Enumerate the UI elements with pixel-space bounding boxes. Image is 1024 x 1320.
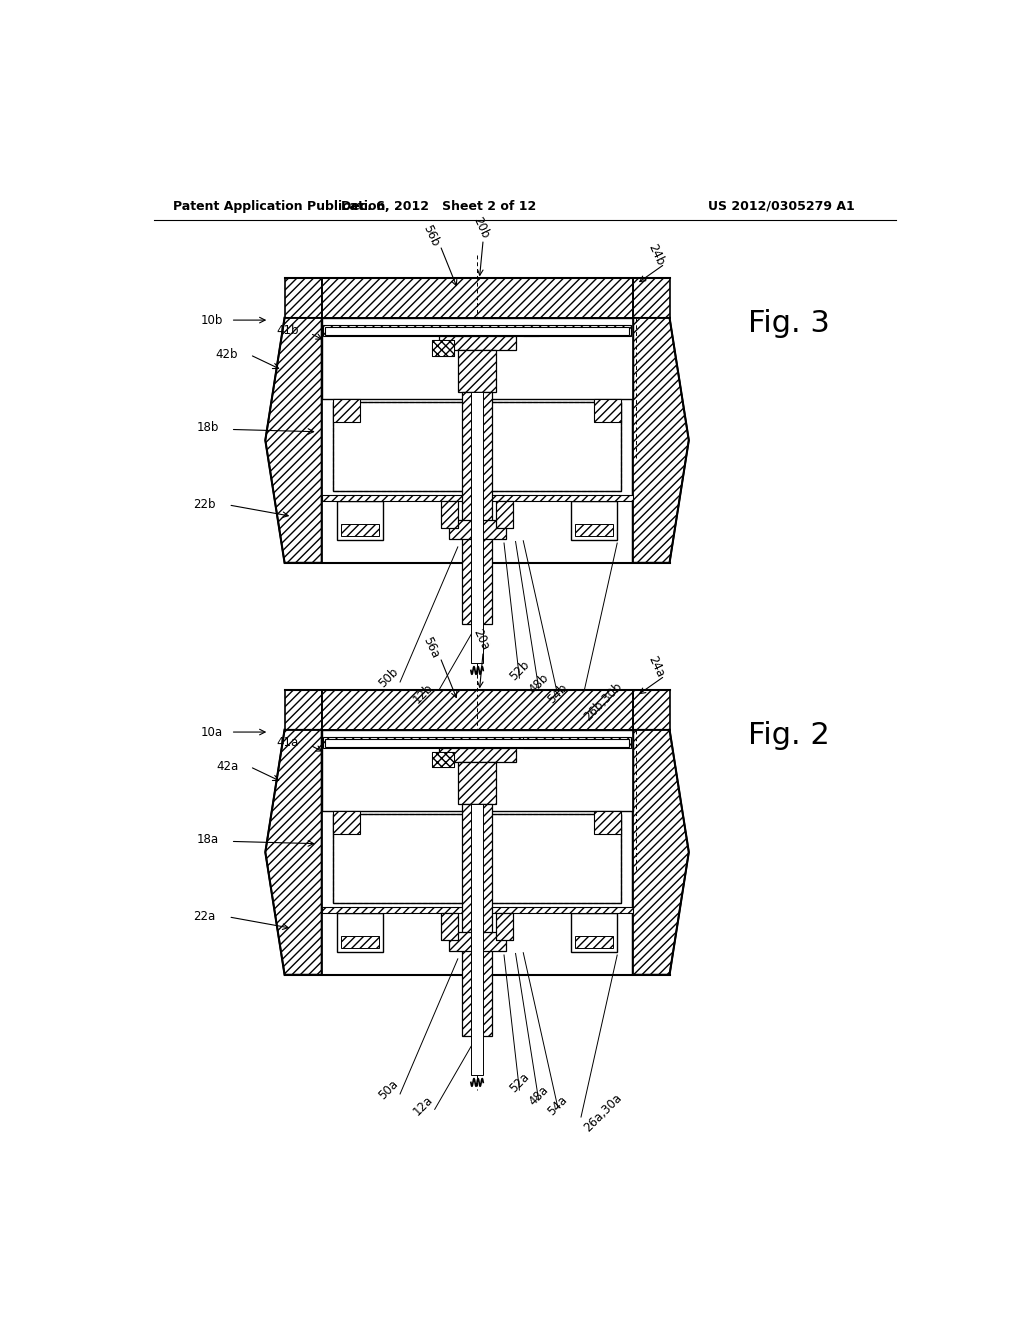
Bar [523, 326, 631, 337]
Bar [285, 277, 322, 318]
Polygon shape [265, 730, 322, 974]
Bar [333, 814, 621, 903]
Bar [322, 318, 633, 399]
Bar [594, 399, 621, 422]
Text: 48a: 48a [526, 1084, 551, 1107]
Bar [438, 748, 515, 762]
Text: 10a: 10a [201, 726, 223, 739]
Bar [326, 327, 629, 335]
Bar [322, 277, 633, 318]
Text: 22a: 22a [193, 911, 215, 924]
Bar [432, 341, 454, 355]
Text: 26b,30b: 26b,30b [581, 680, 625, 723]
Bar [438, 337, 515, 350]
Bar [594, 810, 621, 834]
Bar [458, 350, 497, 392]
Text: 41a: 41a [276, 735, 298, 748]
Bar [285, 689, 322, 730]
Bar [441, 502, 458, 528]
Bar [471, 804, 483, 1074]
Text: 42b: 42b [216, 348, 239, 362]
Bar [333, 403, 621, 491]
Bar [333, 814, 621, 903]
Text: Fig. 3: Fig. 3 [748, 309, 829, 338]
Bar [633, 277, 670, 318]
Bar [497, 502, 513, 528]
Text: 24a: 24a [645, 653, 667, 680]
Bar [432, 752, 454, 767]
Bar [326, 739, 629, 747]
Bar [574, 936, 613, 948]
Bar [323, 738, 539, 748]
Bar [523, 738, 631, 748]
Bar [341, 524, 379, 536]
Text: Fig. 2: Fig. 2 [749, 722, 829, 750]
Text: 56b: 56b [420, 223, 441, 248]
Bar [449, 520, 506, 539]
Text: 12a: 12a [411, 1093, 435, 1118]
Text: 12b: 12b [411, 681, 435, 706]
Bar [571, 502, 617, 540]
Text: 54a: 54a [546, 1093, 570, 1118]
Text: 18b: 18b [197, 421, 219, 434]
Bar [333, 810, 360, 834]
Text: 24b: 24b [645, 242, 667, 268]
Bar [462, 392, 493, 624]
Bar [333, 403, 621, 491]
Text: Dec. 6, 2012   Sheet 2 of 12: Dec. 6, 2012 Sheet 2 of 12 [341, 199, 537, 213]
Text: 20a: 20a [470, 627, 492, 652]
Bar [441, 913, 458, 940]
Bar [574, 524, 613, 536]
Text: 52a: 52a [507, 1071, 531, 1094]
Text: 50b: 50b [376, 665, 401, 690]
Text: 20b: 20b [470, 215, 492, 240]
Text: 10b: 10b [201, 314, 223, 326]
Text: 56a: 56a [420, 635, 441, 660]
Bar [322, 907, 633, 913]
Bar [333, 399, 360, 422]
Bar [432, 752, 454, 767]
Text: US 2012/0305279 A1: US 2012/0305279 A1 [708, 199, 855, 213]
Text: 42a: 42a [216, 760, 239, 774]
Polygon shape [633, 318, 689, 562]
Bar [322, 689, 633, 730]
Bar [497, 913, 513, 940]
Bar [441, 913, 458, 940]
Bar [441, 502, 458, 528]
Text: 26a,30a: 26a,30a [581, 1092, 625, 1135]
Text: 22b: 22b [193, 499, 215, 511]
Bar [571, 913, 617, 952]
Text: 41b: 41b [275, 323, 298, 337]
Bar [337, 502, 383, 540]
Bar [323, 326, 539, 337]
Bar [341, 936, 379, 948]
Text: 48b: 48b [526, 671, 551, 696]
Text: 52b: 52b [507, 657, 531, 682]
Bar [337, 913, 383, 952]
Bar [432, 341, 454, 355]
Polygon shape [633, 730, 689, 974]
Bar [458, 762, 497, 804]
Polygon shape [265, 318, 322, 562]
Bar [633, 689, 670, 730]
Bar [449, 932, 506, 952]
Text: 18a: 18a [197, 833, 219, 846]
Text: Patent Application Publication: Patent Application Publication [173, 199, 385, 213]
Bar [497, 913, 513, 940]
Bar [471, 392, 483, 663]
Text: 54b: 54b [546, 681, 570, 706]
Bar [462, 804, 493, 1036]
Bar [322, 495, 633, 502]
Bar [322, 730, 633, 810]
Bar [497, 502, 513, 528]
Text: 50a: 50a [376, 1077, 400, 1102]
